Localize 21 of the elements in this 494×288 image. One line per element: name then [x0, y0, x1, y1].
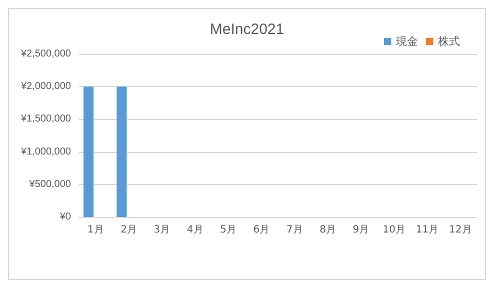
x-tick-label: 3月 [154, 224, 170, 236]
x-tick-label: 10月 [382, 224, 406, 236]
legend-label: 株式 [437, 35, 460, 48]
chart-title: MeInc2021 [210, 21, 284, 38]
y-tick-label: ¥2,500,000 [20, 48, 72, 60]
x-tick-label: 5月 [220, 224, 236, 236]
x-tick-label: 4月 [186, 224, 204, 236]
x-tick-label: 12月 [449, 224, 472, 236]
x-tick-label: 7月 [286, 224, 303, 236]
x-tick-label: 9月 [352, 224, 370, 236]
y-tick-label: ¥1,000,000 [20, 146, 72, 158]
x-tick-label: 2月 [120, 224, 137, 236]
x-tick-label: 8月 [320, 224, 336, 236]
legend-label: 現金 [396, 35, 418, 48]
y-tick-label: ¥1,500,000 [20, 114, 72, 125]
x-tick-label: 6月 [253, 224, 270, 236]
y-tick-label: ¥2,000,000 [20, 81, 72, 92]
y-tick-label: ¥500,000 [28, 178, 72, 190]
y-tick-label: ¥0 [58, 212, 72, 222]
x-tick-label: 1月 [87, 224, 104, 236]
x-tick-label: 11月 [416, 224, 439, 236]
